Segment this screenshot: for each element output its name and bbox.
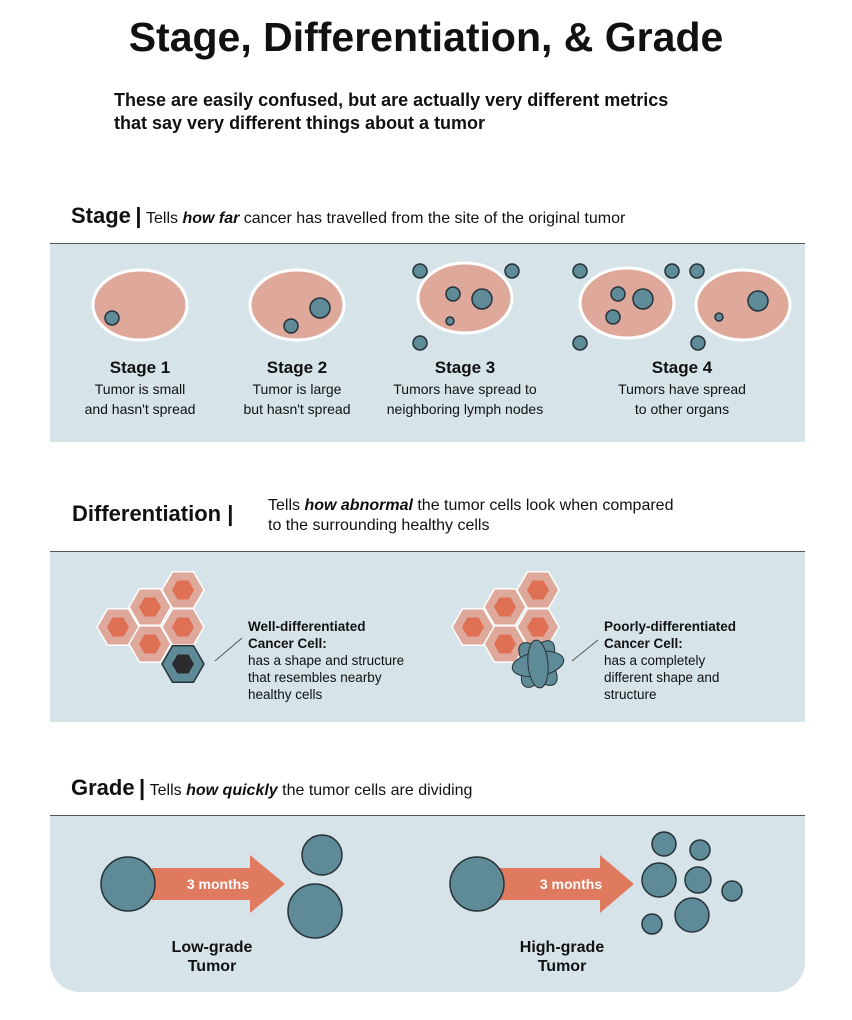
well-differentiated-cell-hex-nucleus xyxy=(172,654,194,674)
healthy-cell-hex-nucleus xyxy=(172,580,194,600)
callout-line xyxy=(571,639,599,662)
tissue-oval xyxy=(91,268,189,342)
differentiation-header: Differentiation | xyxy=(72,501,233,527)
tissue-oval xyxy=(416,261,514,335)
stage-3-label: Stage 3 Tumors have spread to neighboring … xyxy=(386,358,544,417)
separator: | xyxy=(135,203,142,228)
healthy-cell-hex-nucleus xyxy=(139,597,161,617)
subtitle-line: These are easily confused, but are actua… xyxy=(114,90,669,110)
subtitle-line: that say very different things about a t… xyxy=(114,113,486,133)
section-desc: Tells how quickly the tumor cells are di… xyxy=(149,782,473,799)
section-heading: Grade xyxy=(71,775,135,800)
tissue-oval xyxy=(248,268,346,342)
stage-header: Stage | Tells how far cancer has travell… xyxy=(71,203,625,229)
arrow-icon xyxy=(152,855,634,913)
separator: | xyxy=(227,501,234,526)
subtitle: These are easily confused, but are actua… xyxy=(114,89,754,135)
grade-header: Grade | Tells how quickly the tumor cell… xyxy=(71,775,472,801)
healthy-cell-hex-nucleus xyxy=(494,597,516,617)
stage-4-label: Stage 4 Tumors have spread to other organs xyxy=(618,358,746,417)
high-grade-label: High-grade Tumor xyxy=(519,939,605,975)
tumor-dots xyxy=(104,263,769,351)
healthy-cell-hex-nucleus xyxy=(527,580,549,600)
stage-1-label: Stage 1 Tumor is small and hasn't spread xyxy=(84,358,196,417)
healthy-cell-hex-nucleus xyxy=(527,617,549,637)
arrow-label: 3 months xyxy=(186,876,250,892)
healthy-cell-hex-nucleus xyxy=(462,617,484,637)
healthy-cell-hex-nucleus xyxy=(139,634,161,654)
healthy-cell-hex-nucleus xyxy=(494,634,516,654)
healthy-cell-hex-nucleus xyxy=(172,617,194,637)
page-title: Stage, Differentiation, & Grade xyxy=(128,14,724,60)
tissue-oval xyxy=(578,266,676,340)
callout-line xyxy=(214,637,243,662)
stage-2-label: Stage 2 Tumor is large but hasn't spread xyxy=(243,358,351,417)
well-differentiated-text: Well-differentiated Cancer Cell: has a sh… xyxy=(248,619,405,702)
arrow-label: 3 months xyxy=(539,876,603,892)
low-grade-label: Low-grade Tumor xyxy=(171,939,253,975)
healthy-cell-hex-nucleus xyxy=(107,617,129,637)
section-heading: Differentiation xyxy=(72,501,222,526)
poorly-differentiated-cell-icon xyxy=(511,639,565,689)
section-heading: Stage xyxy=(71,203,131,228)
tissue-oval xyxy=(694,268,792,342)
section-desc: Tells how abnormal the tumor cells look … xyxy=(268,497,674,534)
poorly-differentiated-text: Poorly-differentiated Cancer Cell: has a … xyxy=(604,619,737,702)
divider xyxy=(50,243,805,244)
separator: | xyxy=(139,775,146,800)
divider xyxy=(50,551,805,552)
divider xyxy=(50,815,805,816)
grade-cells xyxy=(100,831,743,939)
section-desc: Tells how far cancer has travelled from … xyxy=(145,210,626,227)
